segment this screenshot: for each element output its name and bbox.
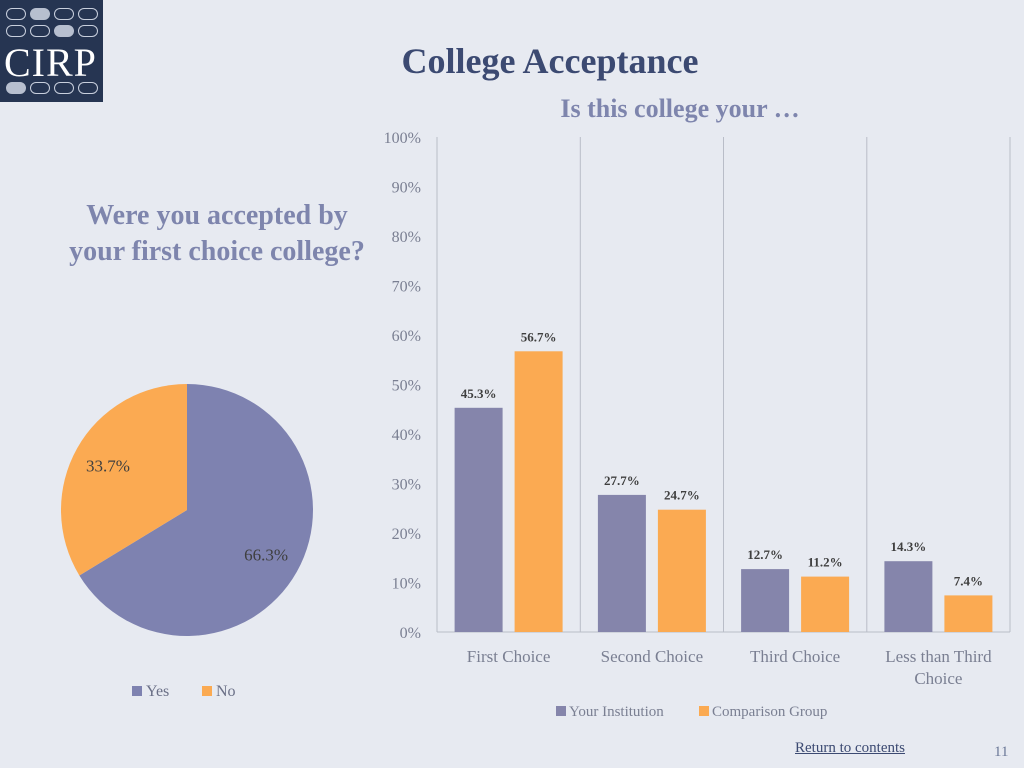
pie-slice-no <box>60 384 187 576</box>
logo-pill <box>78 25 98 37</box>
logo-pill <box>54 25 74 37</box>
bar-your-institution <box>454 407 503 632</box>
bar-value-label: 24.7% <box>664 488 700 503</box>
logo-text: CIRP <box>4 40 97 85</box>
bar-value-label: 56.7% <box>521 329 557 344</box>
y-tick-label: 80% <box>392 229 421 246</box>
logo-pill <box>6 82 26 94</box>
bar-value-label: 45.3% <box>461 386 497 401</box>
y-tick-label: 40% <box>392 427 421 444</box>
logo-pill <box>78 82 98 94</box>
y-tick-label: 60% <box>392 328 421 345</box>
bar-value-label: 27.7% <box>604 473 640 488</box>
bar-value-label: 7.4% <box>954 573 983 588</box>
y-tick-label: 100% <box>384 130 421 147</box>
pie-legend-swatch <box>132 686 142 696</box>
pie-chart: 66.3% 33.7% Yes No <box>60 384 313 700</box>
x-category-label: Choice <box>914 669 962 688</box>
bar-legend-swatch <box>556 706 566 716</box>
y-tick-label: 20% <box>392 526 421 543</box>
logo-pill <box>30 8 50 20</box>
bar-legend-swatch <box>699 706 709 716</box>
pie-value-label: 66.3% <box>244 546 288 565</box>
logo-pill <box>6 25 26 37</box>
logo-pill <box>54 8 74 20</box>
bar-your-institution <box>884 561 933 632</box>
logo-pill <box>78 8 98 20</box>
pie-slice-yes <box>79 384 313 636</box>
bar-legend-label: Your Institution <box>569 704 664 720</box>
y-tick-label: 70% <box>392 279 421 296</box>
bar-comparison-group <box>801 576 850 632</box>
pie-legend-swatch <box>202 686 212 696</box>
pie-value-label: 33.7% <box>86 457 130 476</box>
logo-pill <box>30 82 50 94</box>
x-category-label: Second Choice <box>601 647 703 666</box>
y-tick-label: 0% <box>400 625 421 642</box>
pie-legend-label: No <box>216 683 236 700</box>
page-number: 11 <box>994 744 1009 760</box>
y-tick-label: 50% <box>392 378 421 395</box>
y-tick-label: 90% <box>392 180 421 197</box>
cirp-logo: CIRP <box>0 0 103 102</box>
logo-pill <box>30 25 50 37</box>
page-title: College Acceptance <box>401 41 699 81</box>
x-category-label: Third Choice <box>750 647 840 666</box>
x-category-label: First Choice <box>467 647 551 666</box>
y-tick-label: 10% <box>392 576 421 593</box>
bar-value-label: 11.2% <box>808 555 843 570</box>
return-to-contents-link[interactable]: Return to contents <box>795 740 905 756</box>
bar-comparison-group <box>514 351 563 632</box>
logo-pill <box>6 8 26 20</box>
bar-chart-title: Is this college your … <box>560 94 800 123</box>
bar-value-label: 12.7% <box>747 547 783 562</box>
bar-legend-label: Comparison Group <box>712 704 827 720</box>
y-tick-label: 30% <box>392 477 421 494</box>
logo-pill <box>54 82 74 94</box>
bar-value-label: 14.3% <box>891 539 927 554</box>
bar-comparison-group <box>657 509 706 632</box>
x-category-label: Less than Third <box>885 647 992 666</box>
bar-your-institution <box>597 494 646 632</box>
bar-chart: 0% 10% 20% 30% 40% 50% 60% 70% 80% 90% 100% 45.3% 56… <box>384 130 1011 720</box>
pie-chart-title: Were you accepted by your first choice c… <box>69 200 365 267</box>
bar-comparison-group <box>944 595 993 632</box>
bar-your-institution <box>741 569 790 632</box>
pie-legend-label: Yes <box>146 683 169 700</box>
